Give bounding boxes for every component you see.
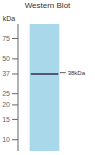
svg-text:37: 37	[8, 70, 10, 77]
svg-text:15: 15	[8, 116, 10, 123]
svg-text:38kDa: 38kDa	[68, 70, 86, 76]
svg-text:kDa: kDa	[8, 15, 15, 22]
svg-text:20: 20	[8, 101, 10, 108]
svg-text:25: 25	[8, 90, 10, 97]
svg-text:50: 50	[8, 55, 10, 62]
html-text:Western Blot: Western Blot	[24, 1, 71, 10]
svg-text:10: 10	[8, 136, 10, 143]
svg-text:75: 75	[8, 35, 10, 42]
